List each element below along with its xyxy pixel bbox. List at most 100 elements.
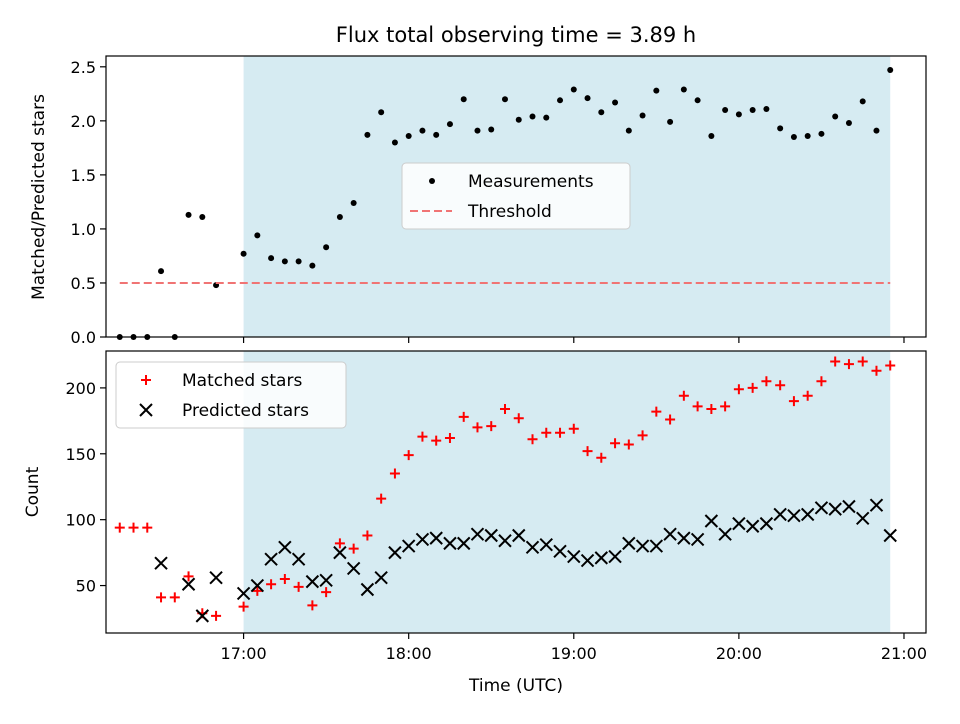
matched-stars-point (720, 401, 731, 412)
predicted-stars-point (732, 516, 746, 531)
matched-stars-point (733, 384, 744, 395)
measurement-point (667, 118, 674, 125)
predicted-stars-point (181, 577, 196, 591)
measurement-point (254, 232, 261, 239)
measurement-point (419, 127, 426, 134)
legend: Matched stars Predicted stars (115, 361, 347, 429)
measurement-point (639, 112, 646, 119)
predicted-stars-point (291, 552, 306, 566)
measurement-point (584, 95, 591, 102)
matched-stars-point (266, 579, 277, 590)
measurement-point (859, 98, 866, 105)
legend-measurement-swatch (429, 178, 435, 184)
measurement-point (804, 132, 811, 139)
matched-stars-point (472, 422, 483, 433)
measurement-point (474, 127, 481, 134)
x-axis-label: Time (UTC) (468, 676, 563, 696)
predicted-stars-point (690, 532, 705, 547)
y-tick-label: 100 (65, 511, 96, 530)
measurement-point (818, 130, 825, 137)
y-tick-label: 2.0 (71, 112, 96, 131)
predicted-stars-point (429, 531, 443, 545)
matched-stars-point (156, 592, 167, 603)
predicted-stars-point (635, 539, 650, 553)
predicted-stars-point (608, 549, 622, 564)
matched-stars-point (486, 421, 497, 432)
predicted-stars-point (154, 556, 168, 570)
matched-stars-point (527, 434, 538, 445)
predicted-stars-point (800, 507, 815, 522)
matched-stars-point (541, 427, 552, 438)
predicted-stars-point (567, 549, 581, 564)
predicted-stars-point (773, 507, 787, 522)
y-tick-label: 0.5 (71, 274, 96, 293)
measurement-point (309, 262, 316, 269)
matched-stars-point (499, 403, 510, 414)
y-tick-label: 0.0 (71, 328, 96, 347)
measurement-point (694, 97, 701, 104)
measurement-point (680, 86, 687, 93)
predicted-stars-point (470, 527, 485, 541)
matched-stars-point (403, 450, 414, 461)
matched-stars-point (637, 430, 648, 441)
predicted-stars-point (883, 528, 897, 543)
predicted-stars-point (346, 561, 361, 576)
predicted-stars-point (498, 534, 512, 548)
predicted-stars-point (856, 511, 870, 526)
y-tick-label: 200 (65, 379, 96, 398)
measurement-point (295, 258, 302, 265)
measurement-point (708, 132, 715, 139)
y-tick-label: 1.0 (71, 220, 96, 239)
measurement-point (446, 121, 453, 128)
predicted-stars-point (209, 570, 223, 585)
legend-matched-swatch (141, 375, 151, 385)
matched-stars-point (321, 587, 332, 598)
measurement-point (625, 127, 632, 134)
matched-stars-point (555, 427, 566, 438)
matched-stars-point (458, 411, 469, 422)
predicted-stars-point (553, 544, 567, 559)
predicted-stars-point (787, 509, 801, 523)
predicted-stars-point (236, 586, 251, 601)
measurement-point (845, 120, 852, 127)
predicted-stars-point (512, 528, 526, 543)
predicted-stars-point (415, 532, 430, 547)
predicted-stars-point (677, 531, 691, 545)
matched-stars-point (651, 406, 662, 417)
measurement-point (515, 116, 522, 123)
matched-stars-point (376, 493, 387, 504)
matched-stars-point (871, 365, 882, 376)
measurement-point (598, 109, 605, 116)
legend-box (115, 361, 347, 429)
observing-span (243, 351, 891, 633)
predicted-stars-point (842, 499, 856, 514)
predicted-stars-point (484, 528, 498, 543)
predicted-stars-point (525, 540, 540, 555)
matched-stars-point (775, 380, 786, 391)
measurement-point (570, 86, 577, 93)
legend-predicted-swatch (139, 403, 153, 417)
matched-stars-point (816, 376, 827, 387)
measurement-point (378, 109, 385, 116)
measurement-point (832, 113, 839, 120)
measurement-point (199, 214, 206, 221)
bottom-y-axis-label: Count (23, 466, 43, 517)
matched-stars-point (706, 403, 717, 414)
matched-stars-point (293, 581, 304, 592)
measurement-point (364, 131, 371, 138)
measurement-point (749, 107, 756, 114)
measurement-point (281, 258, 288, 265)
predicted-stars-point (333, 545, 347, 560)
measurement-point (350, 199, 357, 206)
y-tick-label: 150 (65, 445, 96, 464)
matched-stars-point (568, 423, 579, 434)
matched-stars-point (513, 413, 524, 424)
matched-stars-point (885, 360, 896, 371)
measurement-point (323, 244, 330, 251)
measurement-point (543, 114, 550, 121)
legend-label: Threshold (467, 202, 552, 222)
matched-stars-point (142, 522, 153, 533)
matched-stars-point (692, 401, 703, 412)
measurement-point (488, 126, 495, 133)
predicted-stars-point (195, 609, 210, 623)
